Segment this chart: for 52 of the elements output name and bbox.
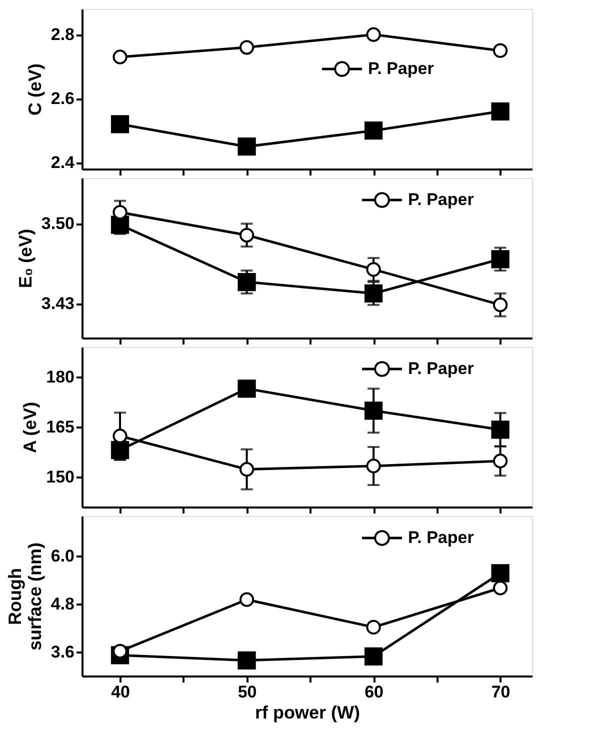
y-tick-label: 6.0 [50,546,74,566]
point [364,284,383,302]
point [364,647,383,666]
point [366,262,381,277]
y-tick-label: 4.8 [50,594,74,614]
point [492,43,508,58]
point [364,122,383,140]
point [366,27,381,42]
point [491,102,510,120]
legend-label: P. Paper [408,190,474,209]
y-tick-label: 3.50 [41,214,74,234]
y-tick-label: 3.43 [41,294,74,314]
point [491,420,510,439]
y-tick-label: 2.6 [50,89,74,108]
point [112,50,128,64]
y-axis-title: C (eV) [24,63,45,116]
x-tick-label: 50 [238,682,257,702]
y-tick-label: 165 [46,418,74,436]
y-tick-label: 2.8 [50,25,74,44]
point [239,228,254,242]
point [491,250,510,268]
y-tick-label: 2.4 [50,153,76,172]
point [366,620,381,635]
point [364,402,383,420]
legend-label: P. Paper [408,359,474,378]
y-axis-title: Rough surface (nm) [4,542,45,651]
point [238,138,256,156]
point [239,462,254,477]
point [112,204,128,220]
point [366,458,381,474]
point [238,272,256,292]
point [492,454,508,468]
y-tick-label: 3.6 [50,642,74,662]
point [238,380,256,398]
legend-label: P. Paper [408,528,474,547]
point [239,40,254,55]
point [239,592,254,607]
y-tick-label: 150 [46,468,74,486]
y-axis-title: A (eV) [20,402,40,454]
x-tick-label: 40 [111,682,130,702]
point [491,564,510,582]
point [492,298,508,312]
point [238,651,256,670]
y-tick-label: 180 [46,368,74,386]
y-axis-title: E₀ (eV) [15,228,36,288]
x-tick-label: 60 [364,682,384,702]
x-tick-label: 70 [491,682,510,702]
point [110,115,130,134]
point [492,580,508,596]
point [112,428,128,444]
x-axis-title: rf power (W) [255,702,360,722]
legend-label: P. Paper [368,59,434,78]
